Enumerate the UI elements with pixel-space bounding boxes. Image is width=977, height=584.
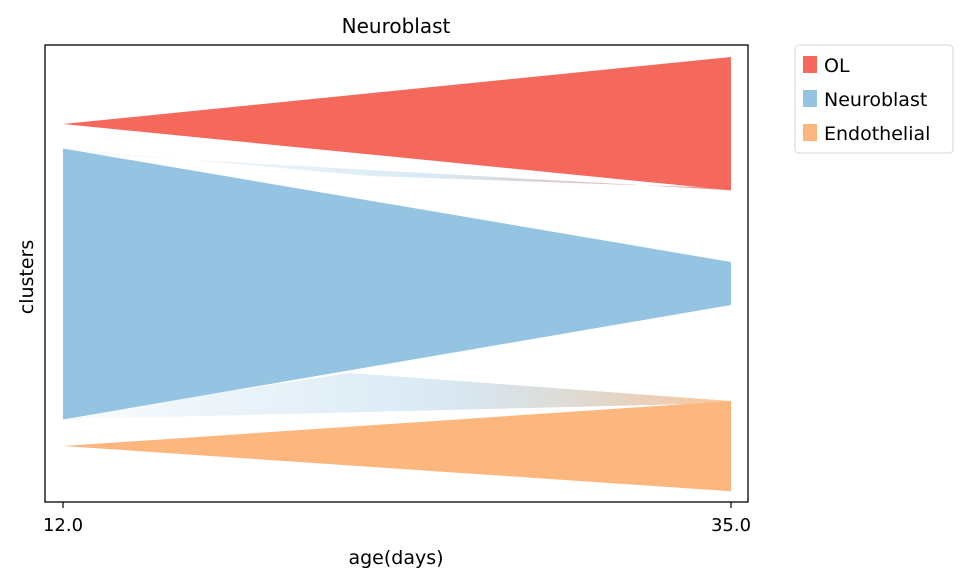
- legend-label-ol: OL: [824, 55, 850, 77]
- band-endothelial: [63, 401, 731, 492]
- legend-swatch-neuroblast: [803, 90, 817, 107]
- legend-swatch-endothelial: [803, 124, 817, 141]
- legend-label-neuroblast: Neuroblast: [824, 89, 927, 111]
- legend-swatch-ol: [803, 56, 817, 73]
- x-tick-label-start: 12.0: [43, 515, 83, 536]
- band-neuroblast: [63, 148, 731, 420]
- legend: OL Neuroblast Endothelial: [794, 44, 954, 154]
- legend-frame: [794, 44, 954, 154]
- chart-title: Neuroblast: [342, 14, 451, 38]
- x-tick-label-end: 35.0: [711, 515, 751, 536]
- x-axis-label: age(days): [348, 547, 443, 569]
- legend-label-endothelial: Endothelial: [824, 123, 930, 145]
- plot-frame: [44, 44, 749, 503]
- chart-bands: [63, 57, 731, 492]
- y-axis-label: clusters: [16, 240, 38, 315]
- flow-neuroblast-to-endothelial: [63, 373, 731, 420]
- band-ol: [63, 57, 731, 191]
- flow-neuroblast-to-ol: [63, 148, 731, 191]
